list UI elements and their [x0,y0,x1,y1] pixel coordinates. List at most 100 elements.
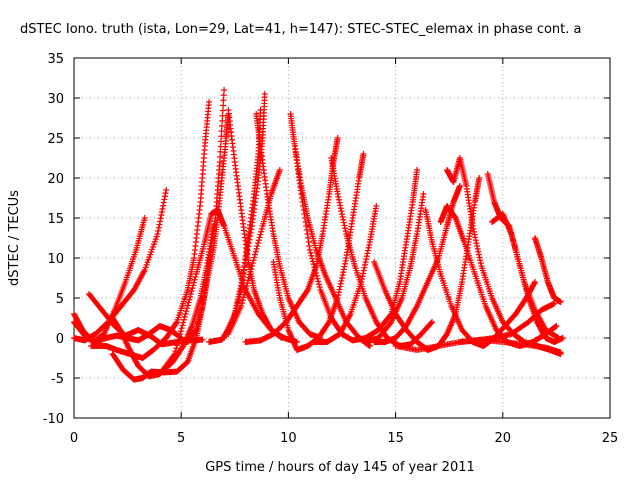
data-series [88,99,213,361]
data-point [238,279,245,286]
data-point [219,117,226,124]
data-series [311,203,380,345]
data-point [306,243,313,249]
data-point [472,237,479,244]
data-point [471,231,478,238]
data-point [247,229,254,236]
data-point [124,341,131,348]
plot-frame [73,57,611,419]
data-point [218,133,225,140]
axes [73,57,611,419]
data-point [249,260,256,267]
data-point [240,294,247,301]
data-point [339,211,345,217]
data-point [254,243,261,249]
data-point [314,275,321,282]
data-series [270,151,367,353]
data-point [239,276,246,283]
data-point [237,285,244,292]
data-point [310,261,317,268]
data-point [303,227,310,233]
data-point [173,345,180,352]
data-point [341,263,348,270]
data-series [456,300,558,345]
data-point [342,228,349,235]
data-point [334,295,341,301]
data-point [471,228,478,235]
data-point [243,253,250,260]
data-point [184,305,191,312]
data-point [311,264,318,271]
data-point [240,267,247,274]
data-point [180,319,187,326]
data-point [155,224,162,231]
data-point [236,291,243,297]
y-tick-label: 5 [56,292,64,307]
data-point [242,260,249,267]
data-point [190,282,197,289]
data-point [237,282,244,289]
data-point [242,288,249,295]
data-point [174,342,181,349]
data-point [160,202,167,209]
data-point [248,265,255,272]
data-point [256,234,263,241]
data-point [278,335,285,341]
data-point [337,205,344,212]
data-point [156,221,163,228]
data-point [248,226,255,233]
data-point [366,241,373,248]
data-series [71,319,185,345]
data-point [531,279,538,285]
data-point [240,271,247,277]
data-point [307,249,314,256]
x-tick-label: 25 [602,431,619,446]
data-point [141,215,148,221]
y-tick-label: 35 [47,52,64,67]
data-point [177,328,184,335]
data-point [316,281,323,288]
data-point [305,235,312,241]
data-point [238,300,245,307]
data-point [182,311,189,317]
data-point [242,257,249,264]
data-series [531,235,564,305]
data-point [252,248,259,255]
data-point [339,275,345,281]
data-point [245,243,252,250]
data-point [300,203,307,209]
data-point [189,285,196,292]
data-point [172,348,179,355]
data-point [218,123,225,129]
data-point [261,91,268,97]
data-point [474,245,481,252]
data-point [244,247,251,253]
data-point [342,260,349,267]
data-point [298,195,305,201]
data-point [305,239,312,245]
data-point [361,264,368,271]
data-point [248,263,255,269]
data-point [472,234,479,241]
data-point [187,291,194,297]
data-point [335,292,342,299]
data-point [358,279,365,285]
data-point [336,199,343,206]
data-point [192,273,199,280]
data-point [245,274,252,281]
data-point [360,270,367,277]
data-point [365,247,372,254]
x-tick-label: 20 [495,431,512,446]
data-point [178,325,185,332]
data-point [337,283,344,290]
data-point [414,167,421,173]
data-point [306,247,313,253]
data-point [301,211,308,217]
data-point [335,193,342,200]
data-point [358,276,365,283]
y-axis-title: dSTEC / TECUs [7,190,22,286]
data-point [250,257,257,264]
data-point [339,213,346,220]
data-point [183,308,190,315]
